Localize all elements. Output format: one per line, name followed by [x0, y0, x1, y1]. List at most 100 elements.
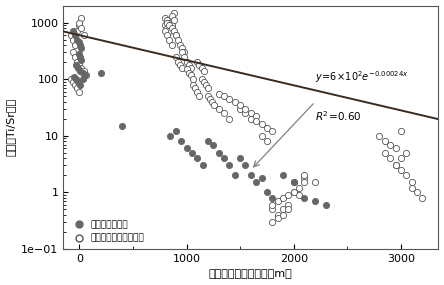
- Point: [76, 62, 83, 67]
- Point: [381, 150, 388, 155]
- Point: [269, 220, 276, 224]
- Point: [196, 62, 203, 67]
- Point: [211, 103, 218, 107]
- Point: [237, 107, 244, 111]
- Point: [178, 50, 186, 54]
- Point: [247, 111, 254, 115]
- Point: [301, 173, 308, 178]
- Point: [206, 97, 214, 101]
- Point: [69, 37, 76, 42]
- Point: [242, 163, 249, 168]
- Point: [258, 176, 265, 180]
- Point: [279, 207, 286, 212]
- Point: [312, 180, 319, 185]
- Point: [190, 82, 197, 87]
- Point: [188, 150, 195, 155]
- Point: [237, 156, 244, 161]
- Point: [408, 186, 415, 190]
- Point: [162, 29, 169, 34]
- Point: [71, 54, 79, 59]
- Point: [242, 107, 249, 111]
- Point: [76, 89, 83, 94]
- Point: [119, 124, 126, 128]
- Point: [76, 23, 83, 27]
- Point: [296, 186, 303, 190]
- Point: [381, 139, 388, 144]
- Point: [78, 16, 85, 21]
- Point: [168, 43, 175, 47]
- Point: [204, 86, 211, 90]
- Point: [242, 111, 249, 115]
- Point: [204, 139, 211, 144]
- Point: [296, 193, 303, 197]
- Text: $y\!=\!6\!\times\!10^2e^{-0.00024x}$: $y\!=\!6\!\times\!10^2e^{-0.00024x}$: [315, 69, 408, 85]
- Point: [168, 14, 175, 19]
- Point: [279, 173, 286, 178]
- Point: [71, 43, 79, 47]
- Point: [274, 199, 281, 203]
- Point: [78, 65, 85, 70]
- Point: [168, 26, 175, 30]
- Point: [226, 97, 233, 101]
- Point: [231, 173, 238, 178]
- Point: [69, 50, 76, 54]
- Point: [226, 163, 233, 168]
- Point: [191, 86, 198, 90]
- Point: [202, 82, 210, 87]
- Point: [198, 65, 205, 70]
- Point: [403, 173, 410, 178]
- Text: $R^2\!=\!0.60$: $R^2\!=\!0.60$: [315, 109, 362, 123]
- Point: [215, 91, 222, 96]
- Point: [221, 156, 228, 161]
- Point: [183, 67, 190, 72]
- Point: [301, 196, 308, 200]
- Point: [263, 125, 270, 130]
- Point: [258, 122, 265, 127]
- Point: [76, 52, 83, 56]
- Point: [72, 77, 79, 82]
- Point: [178, 139, 185, 144]
- Y-axis label: 综泥石Ti/Sr比值: 综泥石Ti/Sr比值: [6, 98, 16, 156]
- Point: [258, 134, 265, 138]
- Point: [185, 70, 192, 75]
- Point: [71, 33, 79, 37]
- Point: [75, 65, 82, 70]
- Point: [69, 80, 76, 84]
- Point: [164, 20, 171, 25]
- Point: [166, 20, 173, 25]
- Point: [221, 94, 228, 99]
- Point: [181, 50, 188, 54]
- Point: [166, 29, 173, 34]
- Point: [200, 69, 207, 73]
- Point: [168, 23, 175, 27]
- Point: [269, 196, 276, 200]
- Point: [301, 176, 308, 180]
- Point: [301, 180, 308, 185]
- Point: [166, 37, 173, 42]
- Point: [269, 129, 276, 134]
- Point: [170, 10, 177, 15]
- Point: [274, 213, 281, 217]
- Point: [253, 119, 260, 124]
- Point: [178, 65, 186, 70]
- Point: [172, 33, 179, 37]
- Point: [408, 180, 415, 185]
- Point: [226, 117, 233, 121]
- Point: [164, 18, 171, 23]
- Point: [253, 180, 260, 185]
- Point: [285, 203, 292, 207]
- Point: [67, 33, 74, 37]
- Point: [80, 69, 87, 73]
- Point: [77, 54, 84, 59]
- Point: [397, 129, 404, 134]
- Point: [215, 150, 222, 155]
- Point: [187, 65, 194, 70]
- Point: [387, 156, 394, 161]
- Point: [74, 29, 81, 34]
- Legend: 土屋铜矿综泥石, 巴都希费鸟铜矿综泥石: 土屋铜矿综泥石, 巴都希费鸟铜矿综泥石: [68, 218, 146, 245]
- Point: [71, 75, 78, 79]
- Point: [97, 70, 104, 75]
- Point: [79, 70, 86, 75]
- Point: [285, 207, 292, 212]
- Point: [231, 99, 238, 104]
